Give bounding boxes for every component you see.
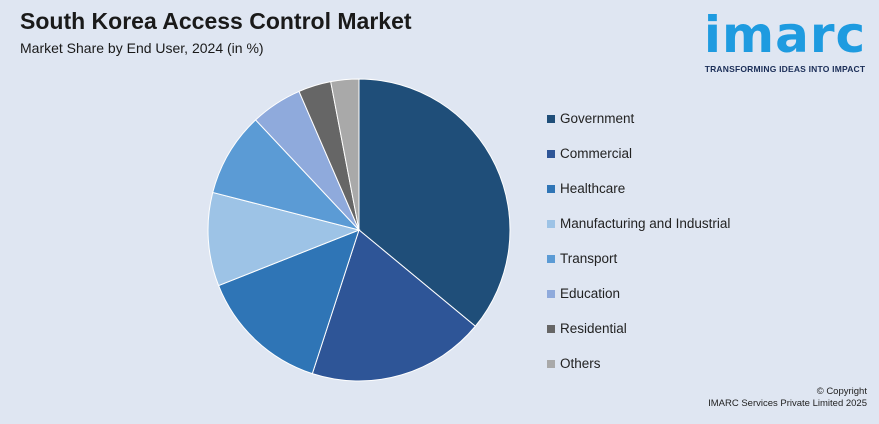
legend-item: Education [547,276,730,311]
pie-slice-government [358,78,511,327]
legend-label: Residential [560,321,627,336]
legend-item: Commercial [547,136,730,171]
legend-item: Transport [547,241,730,276]
legend-label: Commercial [560,146,633,161]
legend-swatch [547,359,555,368]
legend-swatch [547,289,555,298]
legend-label: Healthcare [560,181,626,196]
legend-label: Others [560,356,601,371]
legend-item: Others [547,346,730,381]
legend-item: Manufacturing and Industrial [547,206,730,241]
legend-swatch [547,219,555,228]
copyright-notice: © Copyright IMARC Services Private Limit… [708,386,867,410]
imarc-logo: imarc TRANSFORMING IDEAS INTO IMPACT [700,8,870,74]
legend-label: Transport [560,251,618,266]
pie-slice-transport [212,119,361,231]
legend-item: Healthcare [547,171,730,206]
legend-item: Government [547,101,730,136]
legend-item: Residential [547,311,730,346]
copyright-company: IMARC Services Private Limited 2025 [708,398,867,409]
pie-slice-commercial [311,229,477,382]
chart-title: South Korea Access Control Market [20,8,412,34]
legend-swatch [547,184,555,193]
pie-slice-others [330,78,360,231]
chart-legend: Government Commercial Healthcare Manufactur… [547,101,730,381]
pie-slice-manufacturing-and-industrial [207,191,361,287]
copyright-line: © Copyright [816,386,867,397]
legend-swatch [547,254,555,263]
chart-subtitle: Market Share by End User, 2024 (in %) [20,40,264,56]
legend-swatch [547,324,555,333]
pie-slice-healthcare [217,229,360,375]
legend-label: Government [560,111,635,126]
legend-label: Education [560,286,621,301]
legend-label: Manufacturing and Industrial [560,216,731,231]
legend-swatch [547,114,555,123]
logo-wordmark: imarc [703,6,867,64]
logo-tagline: TRANSFORMING IDEAS INTO IMPACT [704,64,866,74]
legend-swatch [547,149,555,158]
